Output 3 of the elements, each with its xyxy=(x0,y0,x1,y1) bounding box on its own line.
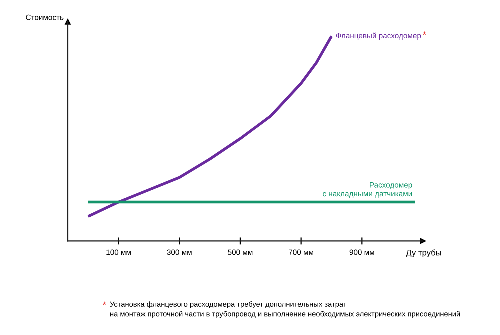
x-axis-title: Ду трубы xyxy=(406,250,442,258)
text: * xyxy=(102,302,106,306)
text: * xyxy=(422,32,426,36)
